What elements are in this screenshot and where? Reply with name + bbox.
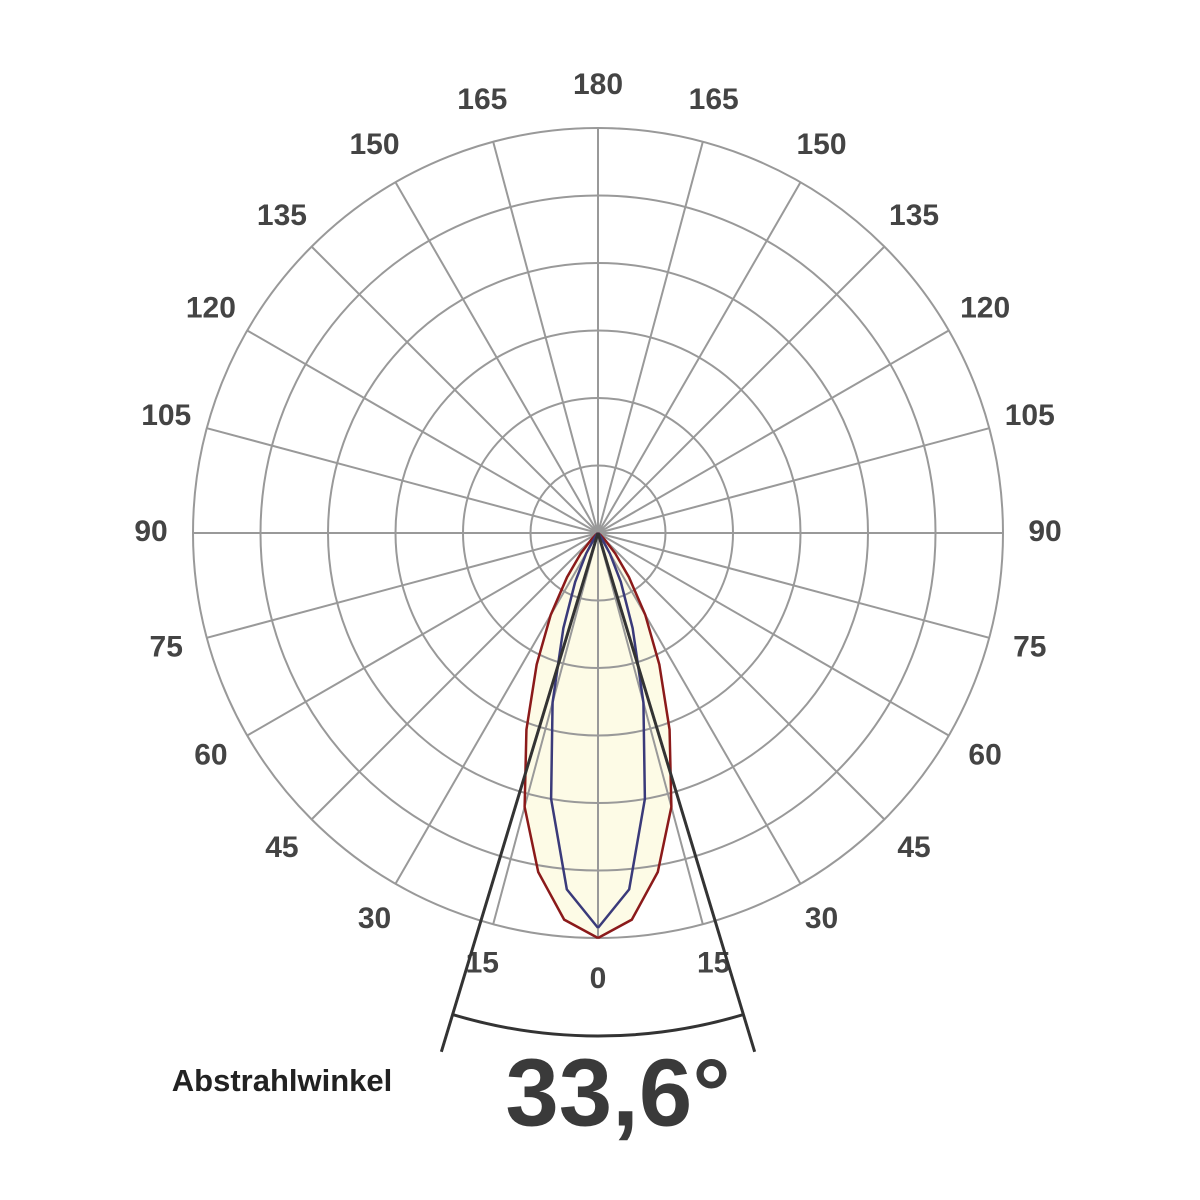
beam-value: 33,6° <box>505 1039 730 1146</box>
theta-tick-label: 105 <box>141 399 191 432</box>
theta-tick-label: 120 <box>960 291 1010 324</box>
grid-spoke <box>206 532 599 639</box>
theta-tick-label: 180 <box>573 68 623 101</box>
grid-spoke <box>597 532 950 737</box>
theta-tick-label: 135 <box>257 199 307 232</box>
theta-tick-label: 60 <box>194 738 227 771</box>
theta-tick-label: 45 <box>897 831 930 864</box>
grid-spoke <box>246 532 599 737</box>
grid-spoke <box>246 329 599 534</box>
grid-spoke <box>597 141 704 534</box>
grid-spoke <box>597 532 704 925</box>
theta-tick-label: 135 <box>889 199 939 232</box>
grid-spoke <box>597 427 990 534</box>
theta-tick-label: 165 <box>457 83 507 116</box>
grid-spoke <box>310 532 599 821</box>
theta-tick-label: 105 <box>1005 399 1055 432</box>
grid-spoke <box>394 181 599 534</box>
theta-tick-label: 90 <box>1028 515 1061 548</box>
theta-tick-label: 30 <box>805 902 838 935</box>
grid-spoke <box>597 532 802 885</box>
grid-spoke <box>597 329 950 534</box>
theta-tick-label: 30 <box>358 902 391 935</box>
beam-line <box>596 532 757 1053</box>
theta-tick-label: 90 <box>134 515 167 548</box>
grid-spoke <box>597 532 886 821</box>
grid-spoke <box>310 245 599 534</box>
grid-spoke <box>597 532 990 639</box>
beam-arc <box>452 1013 744 1038</box>
grid-spoke <box>597 181 802 534</box>
beam-line <box>439 532 600 1053</box>
theta-tick-label: 0 <box>590 962 607 995</box>
theta-tick-label: 60 <box>968 738 1001 771</box>
intensity-curve <box>523 532 599 940</box>
intensity-curve <box>597 532 673 940</box>
theta-tick-label: 45 <box>265 831 298 864</box>
grid-spoke <box>394 532 599 885</box>
grid-spoke <box>206 427 599 534</box>
beam-label: Abstrahlwinkel <box>172 1063 393 1098</box>
theta-tick-label: 150 <box>349 128 399 161</box>
theta-tick-label: 75 <box>1013 631 1046 664</box>
theta-tick-label: 150 <box>796 128 846 161</box>
grid-spoke <box>597 245 886 534</box>
grid-spoke <box>492 141 599 534</box>
grid-spoke <box>492 532 599 925</box>
theta-tick-label: 120 <box>186 291 236 324</box>
theta-tick-label: 75 <box>150 631 183 664</box>
theta-tick-label: 165 <box>689 83 739 116</box>
